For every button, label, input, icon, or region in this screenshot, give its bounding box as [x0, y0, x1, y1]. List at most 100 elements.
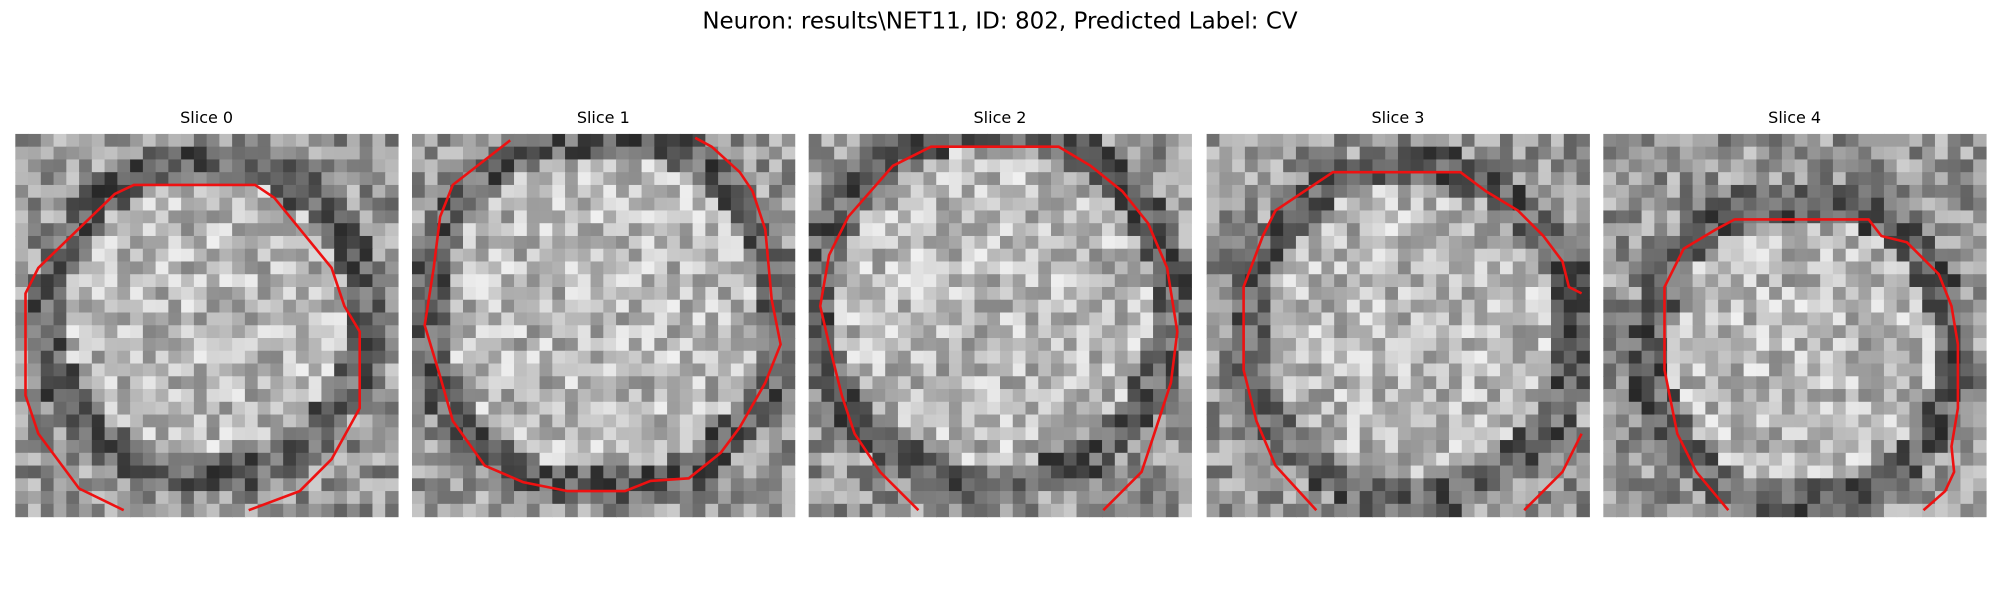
pixel — [244, 325, 259, 339]
pixel — [1448, 299, 1463, 314]
pixel — [1563, 210, 1578, 224]
pixel — [295, 159, 310, 173]
pixel — [1730, 133, 1745, 148]
pixel — [257, 376, 272, 390]
pixel — [1127, 159, 1141, 173]
pixel — [270, 478, 284, 492]
pixel — [437, 325, 451, 339]
pixel — [590, 465, 604, 479]
pixel — [463, 350, 477, 365]
pixel — [1000, 312, 1014, 326]
pixel — [1423, 146, 1437, 161]
pixel — [1165, 389, 1180, 403]
pixel — [1206, 197, 1220, 212]
pixel — [1232, 286, 1246, 301]
pixel — [1922, 363, 1936, 377]
pixel — [15, 184, 29, 199]
pixel — [910, 389, 925, 403]
pixel — [897, 274, 912, 288]
pixel — [667, 452, 681, 467]
pixel — [437, 350, 451, 365]
pixel — [385, 159, 399, 173]
pixel — [1448, 248, 1463, 263]
pixel — [961, 248, 976, 263]
pixel — [1934, 414, 1949, 428]
pixel — [514, 299, 528, 314]
pixel — [104, 146, 118, 161]
pixel — [168, 159, 182, 173]
pixel — [679, 427, 694, 441]
pixel — [1616, 440, 1630, 454]
pixel — [1295, 210, 1310, 224]
pixel — [53, 452, 67, 467]
pixel — [1769, 338, 1783, 352]
pixel — [1603, 197, 1617, 212]
pixel — [1385, 389, 1399, 403]
pixel — [872, 338, 886, 352]
pixel — [923, 223, 937, 237]
pixel — [1283, 261, 1297, 275]
pixel — [718, 325, 732, 339]
pixel — [667, 401, 681, 416]
pixel — [1934, 452, 1949, 467]
pixel — [526, 248, 541, 263]
pixel — [1525, 389, 1539, 403]
pixel — [667, 491, 681, 505]
pixel — [53, 159, 67, 173]
pixel — [1232, 248, 1246, 263]
pixel — [1076, 197, 1090, 212]
pixel — [974, 133, 988, 148]
pixel — [692, 338, 706, 352]
pixel — [206, 440, 220, 454]
pixel — [1576, 159, 1590, 173]
pixel — [565, 172, 579, 186]
pixel — [193, 452, 208, 467]
pixel — [1667, 452, 1681, 467]
pixel — [679, 184, 694, 199]
pixel — [1973, 338, 1987, 352]
pixel — [1206, 452, 1220, 467]
pixel — [756, 350, 770, 365]
pixel — [590, 503, 604, 518]
pixel — [475, 338, 490, 352]
pixel — [552, 299, 566, 314]
pixel — [1769, 325, 1783, 339]
pixel — [1896, 248, 1911, 263]
pixel — [846, 184, 861, 199]
pixel — [1820, 223, 1834, 237]
pixel — [910, 299, 925, 314]
pixel — [552, 312, 566, 326]
pixel — [616, 159, 630, 173]
pixel — [1270, 159, 1284, 173]
pixel — [514, 389, 528, 403]
pixel — [1960, 299, 1974, 314]
pixel — [603, 197, 617, 212]
pixel — [321, 210, 335, 224]
pixel — [501, 261, 515, 275]
pixel — [1960, 414, 1974, 428]
pixel — [1628, 261, 1643, 275]
pixel — [577, 312, 592, 326]
pixel — [1883, 325, 1898, 339]
pixel — [1385, 274, 1399, 288]
pixel — [730, 465, 745, 479]
pixel — [437, 248, 451, 263]
pixel — [526, 299, 541, 314]
pixel — [1896, 197, 1911, 212]
pixel — [539, 235, 553, 250]
pixel — [155, 274, 169, 288]
pixel — [1679, 325, 1694, 339]
pixel — [1295, 350, 1310, 365]
pixel — [295, 286, 310, 301]
pixel — [104, 248, 118, 263]
pixel — [1743, 350, 1757, 365]
pixel — [948, 440, 963, 454]
pixel — [1359, 376, 1374, 390]
pixel — [1178, 197, 1192, 212]
pixel — [1012, 414, 1027, 428]
pixel — [961, 210, 976, 224]
pixel — [1025, 376, 1039, 390]
pixel — [1718, 325, 1732, 339]
pixel — [718, 274, 732, 288]
pixel — [1000, 452, 1014, 467]
